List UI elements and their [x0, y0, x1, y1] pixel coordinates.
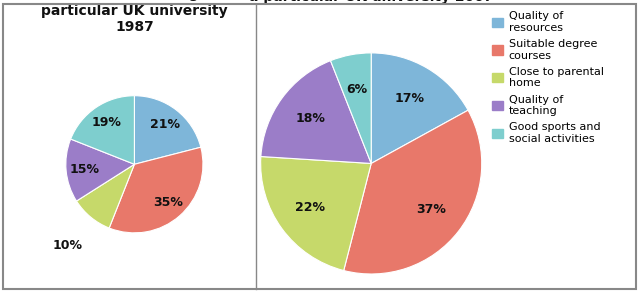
Wedge shape	[77, 164, 134, 228]
Wedge shape	[70, 96, 134, 164]
Text: 37%: 37%	[416, 203, 446, 216]
Text: 21%: 21%	[150, 118, 180, 131]
Text: 10%: 10%	[52, 239, 83, 252]
Text: 35%: 35%	[153, 196, 182, 208]
Wedge shape	[134, 96, 201, 164]
Wedge shape	[260, 157, 371, 270]
Wedge shape	[330, 53, 371, 164]
Text: 6%: 6%	[346, 83, 367, 96]
Text: 17%: 17%	[395, 92, 425, 105]
Wedge shape	[66, 139, 134, 201]
Wedge shape	[371, 53, 468, 164]
Text: 22%: 22%	[295, 201, 325, 214]
Text: 19%: 19%	[91, 116, 121, 129]
Text: 18%: 18%	[295, 112, 325, 126]
Title: Main reasons for students choosing
a particular UK university 2007: Main reasons for students choosing a par…	[231, 0, 511, 4]
Wedge shape	[344, 110, 482, 274]
Text: 15%: 15%	[69, 163, 99, 175]
Title: Main reasons for
students choosing a
particular UK university
1987: Main reasons for students choosing a par…	[41, 0, 228, 34]
Legend: Quality of
resources, Suitable degree
courses, Close to parental
home, Quality o: Quality of resources, Suitable degree co…	[492, 11, 604, 144]
Wedge shape	[109, 147, 203, 233]
Wedge shape	[261, 61, 371, 164]
